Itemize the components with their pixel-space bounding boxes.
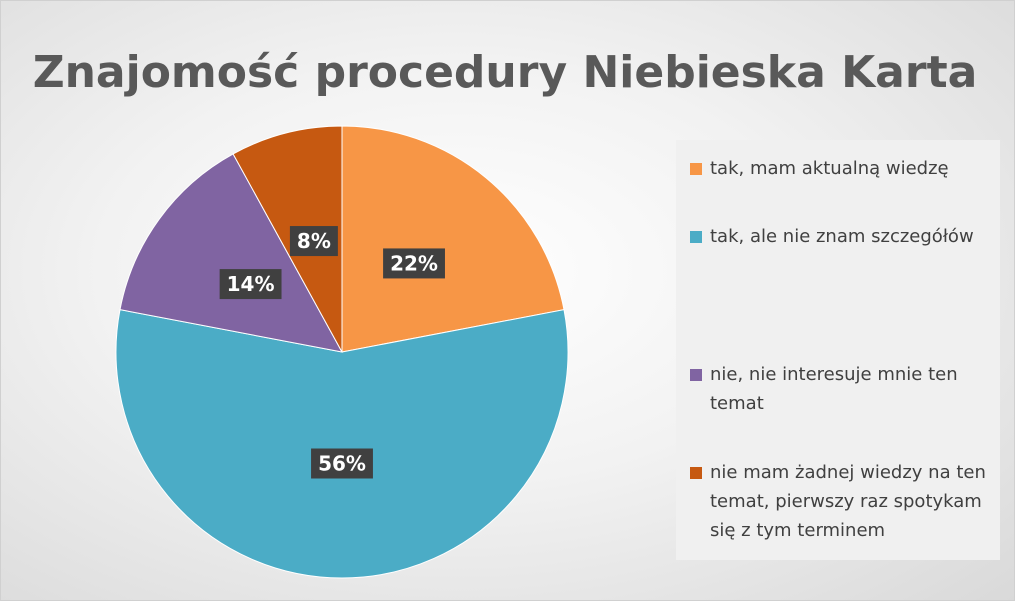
legend-swatch [690,163,702,175]
pie-slice [341,125,565,353]
legend: tak, mam aktualną wiedzę tak, ale nie zna… [676,140,1000,560]
legend-label: tak, mam aktualną wiedzę [710,158,949,179]
pie-slice [115,309,569,579]
data-label: 22% [390,251,438,275]
legend-label: nie mam żadnej wiedzy na ten temat, pier… [710,462,986,541]
data-label-box [311,448,373,479]
legend-item: tak, ale nie znam szczegółów [690,222,1010,251]
legend-item: nie, nie interesuje mnie ten temat [690,360,1010,418]
legend-swatch [690,369,702,381]
chart-title: Znajomość procedury Niebieska Karta [33,47,978,98]
pie-slice [119,153,343,353]
data-label-box [219,269,282,300]
legend-item: tak, mam aktualną wiedzę [690,154,1010,183]
data-label: 8% [297,229,331,253]
data-label-box [289,226,338,257]
legend-item: nie mam żadnej wiedzy na ten temat, pier… [690,458,1010,545]
data-label: 14% [227,272,275,296]
data-label-box [383,248,445,279]
legend-label: nie, nie interesuje mnie ten temat [710,364,958,414]
legend-swatch [690,467,702,479]
legend-swatch [690,231,702,243]
pie-slice [232,125,343,353]
data-label: 56% [318,452,366,476]
legend-label: tak, ale nie znam szczegółów [710,226,974,247]
